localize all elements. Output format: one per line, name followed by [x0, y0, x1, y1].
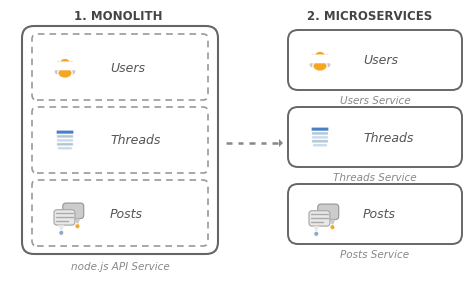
FancyBboxPatch shape [311, 127, 329, 131]
FancyBboxPatch shape [57, 135, 73, 138]
Text: Users: Users [363, 55, 398, 68]
Circle shape [66, 60, 75, 70]
Text: 2. MICROSERVICES: 2. MICROSERVICES [307, 10, 433, 23]
Circle shape [321, 53, 330, 62]
FancyBboxPatch shape [313, 144, 327, 147]
FancyBboxPatch shape [56, 130, 74, 134]
Polygon shape [58, 225, 64, 232]
FancyBboxPatch shape [309, 211, 330, 226]
FancyBboxPatch shape [58, 147, 72, 150]
FancyBboxPatch shape [288, 184, 462, 244]
FancyBboxPatch shape [315, 56, 336, 62]
FancyBboxPatch shape [312, 140, 328, 143]
Text: Posts: Posts [363, 209, 396, 222]
FancyBboxPatch shape [57, 139, 73, 142]
FancyBboxPatch shape [318, 204, 339, 220]
Text: Threads: Threads [110, 135, 160, 148]
Circle shape [330, 225, 335, 230]
Text: Users Service: Users Service [340, 96, 410, 106]
Text: Threads Service: Threads Service [333, 173, 417, 183]
Ellipse shape [54, 68, 65, 75]
FancyBboxPatch shape [312, 136, 328, 139]
Circle shape [59, 230, 64, 235]
FancyBboxPatch shape [63, 203, 84, 218]
Polygon shape [313, 226, 319, 233]
FancyBboxPatch shape [60, 63, 81, 70]
Ellipse shape [313, 61, 327, 71]
FancyBboxPatch shape [306, 55, 334, 63]
Ellipse shape [65, 68, 76, 75]
Circle shape [75, 224, 80, 229]
Polygon shape [74, 218, 81, 226]
Circle shape [59, 58, 71, 70]
Text: Threads: Threads [363, 131, 413, 144]
Text: Users: Users [110, 61, 145, 75]
FancyBboxPatch shape [304, 56, 325, 62]
Circle shape [310, 53, 319, 62]
FancyBboxPatch shape [22, 26, 218, 254]
FancyBboxPatch shape [51, 61, 79, 70]
Ellipse shape [309, 61, 320, 68]
FancyBboxPatch shape [288, 107, 462, 167]
Polygon shape [279, 139, 283, 147]
Circle shape [55, 60, 64, 70]
Text: 1. MONOLITH: 1. MONOLITH [74, 10, 162, 23]
Circle shape [314, 231, 319, 236]
Ellipse shape [58, 68, 72, 78]
FancyBboxPatch shape [312, 132, 328, 135]
FancyBboxPatch shape [288, 30, 462, 90]
Text: Posts Service: Posts Service [340, 250, 410, 260]
Text: node.js API Service: node.js API Service [71, 262, 169, 272]
Polygon shape [329, 220, 336, 226]
Circle shape [314, 51, 326, 63]
Ellipse shape [320, 61, 331, 68]
FancyBboxPatch shape [54, 210, 75, 225]
FancyBboxPatch shape [57, 143, 73, 146]
Text: Posts: Posts [110, 208, 143, 220]
FancyBboxPatch shape [49, 63, 70, 70]
